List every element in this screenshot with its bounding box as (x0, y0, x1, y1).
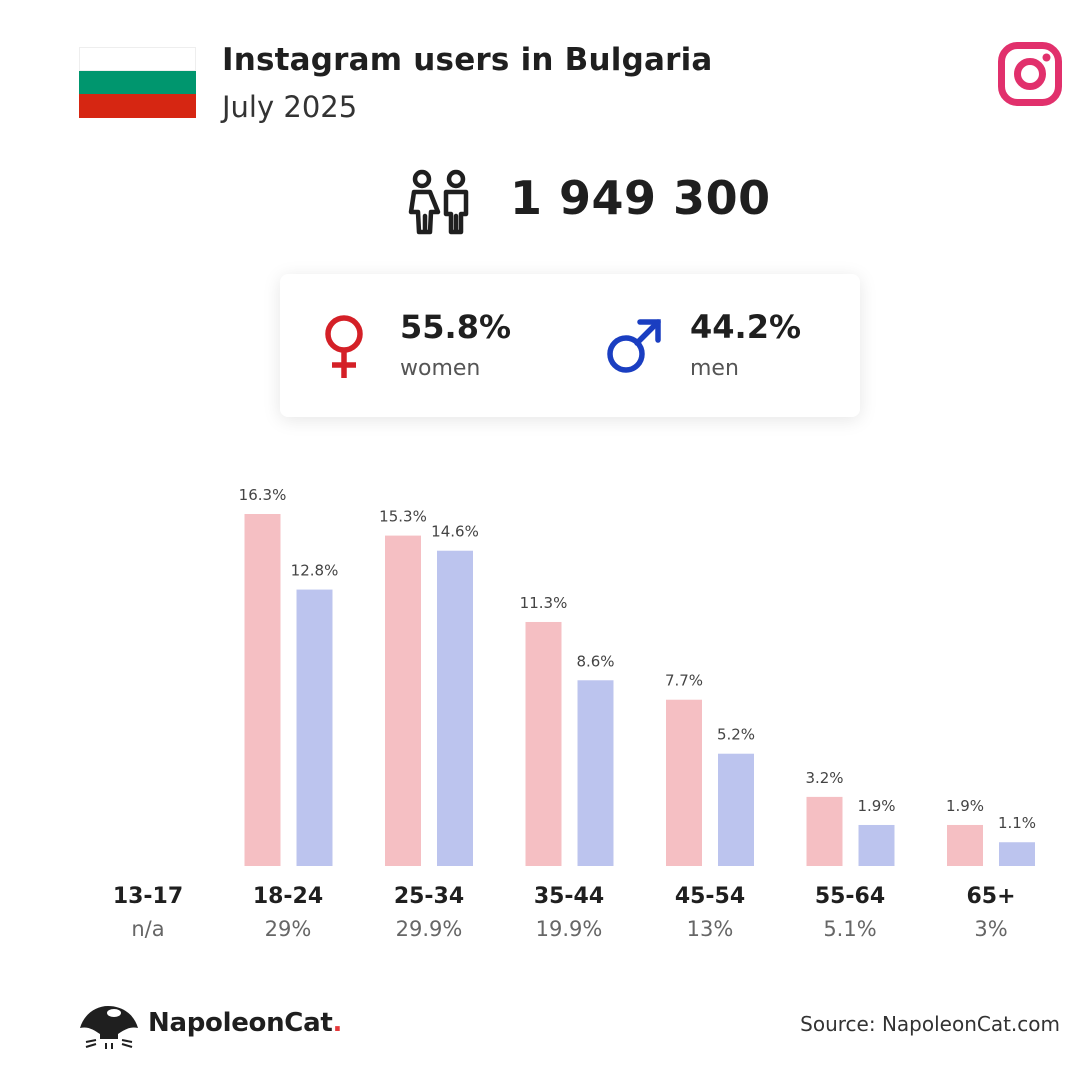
age-group-65-plus: 65+ 3% (921, 884, 1061, 941)
bar-women-45-54 (666, 699, 702, 866)
women-label: women (400, 356, 481, 381)
age-group-45-54: 45-54 13% (640, 884, 780, 941)
gender-split-card: 55.8% women 44.2% men (280, 274, 860, 417)
age-group-share: 13% (686, 917, 734, 941)
data-label-women-65+: 1.9% (946, 797, 984, 815)
age-group-label: 25-34 (393, 884, 465, 909)
age-group-18-24: 18-24 29% (218, 884, 358, 941)
flag-stripe-red (79, 94, 196, 118)
age-group-13-17: 13-17 n/a (78, 884, 218, 941)
age-group-55-64: 55-64 5.1% (780, 884, 920, 941)
age-gender-bar-chart: 16.3% 12.8% 15.3%14.6% 11.3% 8.6% 7.7% 5.2% 3.2… (239, 486, 1036, 866)
bar-women-35-44 (525, 621, 562, 866)
age-group-label: 65+ (966, 884, 1016, 909)
bulgaria-flag-icon (79, 47, 196, 118)
source-credit: Source: NapoleonCat.com (800, 1012, 1060, 1036)
page-title: Instagram users in Bulgaria (222, 42, 713, 78)
flag-stripe-white (79, 47, 196, 71)
women-percentage: 55.8% (400, 308, 512, 346)
female-symbol-icon (325, 315, 363, 378)
data-label-men-65+: 1.1% (998, 814, 1036, 832)
age-group-share: 3% (974, 917, 1008, 941)
bar-men-45-54 (718, 753, 754, 866)
data-label-women-18-24: 16.3% (239, 486, 287, 504)
brand-name: NapoleonCat. (148, 1008, 342, 1038)
bar-men-55-64 (858, 824, 895, 866)
age-group-label: 18-24 (252, 884, 324, 909)
total-users-value: 1 949 300 (510, 171, 771, 225)
age-group-label: 45-54 (674, 884, 746, 909)
data-label-women-35-44: 11.3% (520, 594, 568, 612)
bar-women-18-24 (244, 514, 281, 866)
bar-men-35-44 (577, 680, 614, 866)
age-group-share: 19.9% (535, 917, 603, 941)
age-group-share: 29% (264, 917, 312, 941)
men-label: men (690, 356, 739, 381)
age-group-share: 29.9% (395, 917, 463, 941)
age-group-label: 13-17 (112, 884, 184, 909)
flag-stripe-green (79, 70, 196, 95)
male-symbol-icon (607, 319, 661, 373)
men-percentage: 44.2% (690, 308, 802, 346)
age-group-25-34: 25-34 29.9% (359, 884, 499, 941)
data-label-men-18-24: 12.8% (291, 562, 339, 580)
bar-women-25-34 (385, 535, 421, 866)
instagram-icon (998, 42, 1062, 106)
people-icon (408, 169, 469, 235)
data-label-men-25-34: 14.6% (431, 523, 479, 541)
age-group-share: 5.1% (823, 917, 877, 941)
bar-women-65+ (947, 824, 983, 866)
bar-men-25-34 (437, 550, 473, 866)
age-group-label: 55-64 (814, 884, 886, 909)
data-label-men-55-64: 1.9% (857, 797, 895, 815)
data-label-women-45-54: 7.7% (665, 672, 703, 690)
bar-men-18-24 (296, 589, 333, 866)
page-subtitle: July 2025 (222, 90, 358, 124)
bar-women-55-64 (806, 796, 843, 866)
age-group-label: 35-44 (533, 884, 605, 909)
brand-name-text: NapoleonCat (148, 1008, 333, 1038)
napoleoncat-logo-icon (80, 1006, 138, 1049)
data-label-men-45-54: 5.2% (717, 726, 755, 744)
age-group-share: n/a (131, 917, 165, 941)
age-group-35-44: 35-44 19.9% (499, 884, 639, 941)
data-label-women-25-34: 15.3% (379, 508, 427, 526)
data-label-women-55-64: 3.2% (805, 769, 843, 787)
data-label-men-35-44: 8.6% (576, 652, 614, 670)
brand-dot: . (332, 1008, 343, 1038)
bar-men-65+ (999, 842, 1035, 866)
